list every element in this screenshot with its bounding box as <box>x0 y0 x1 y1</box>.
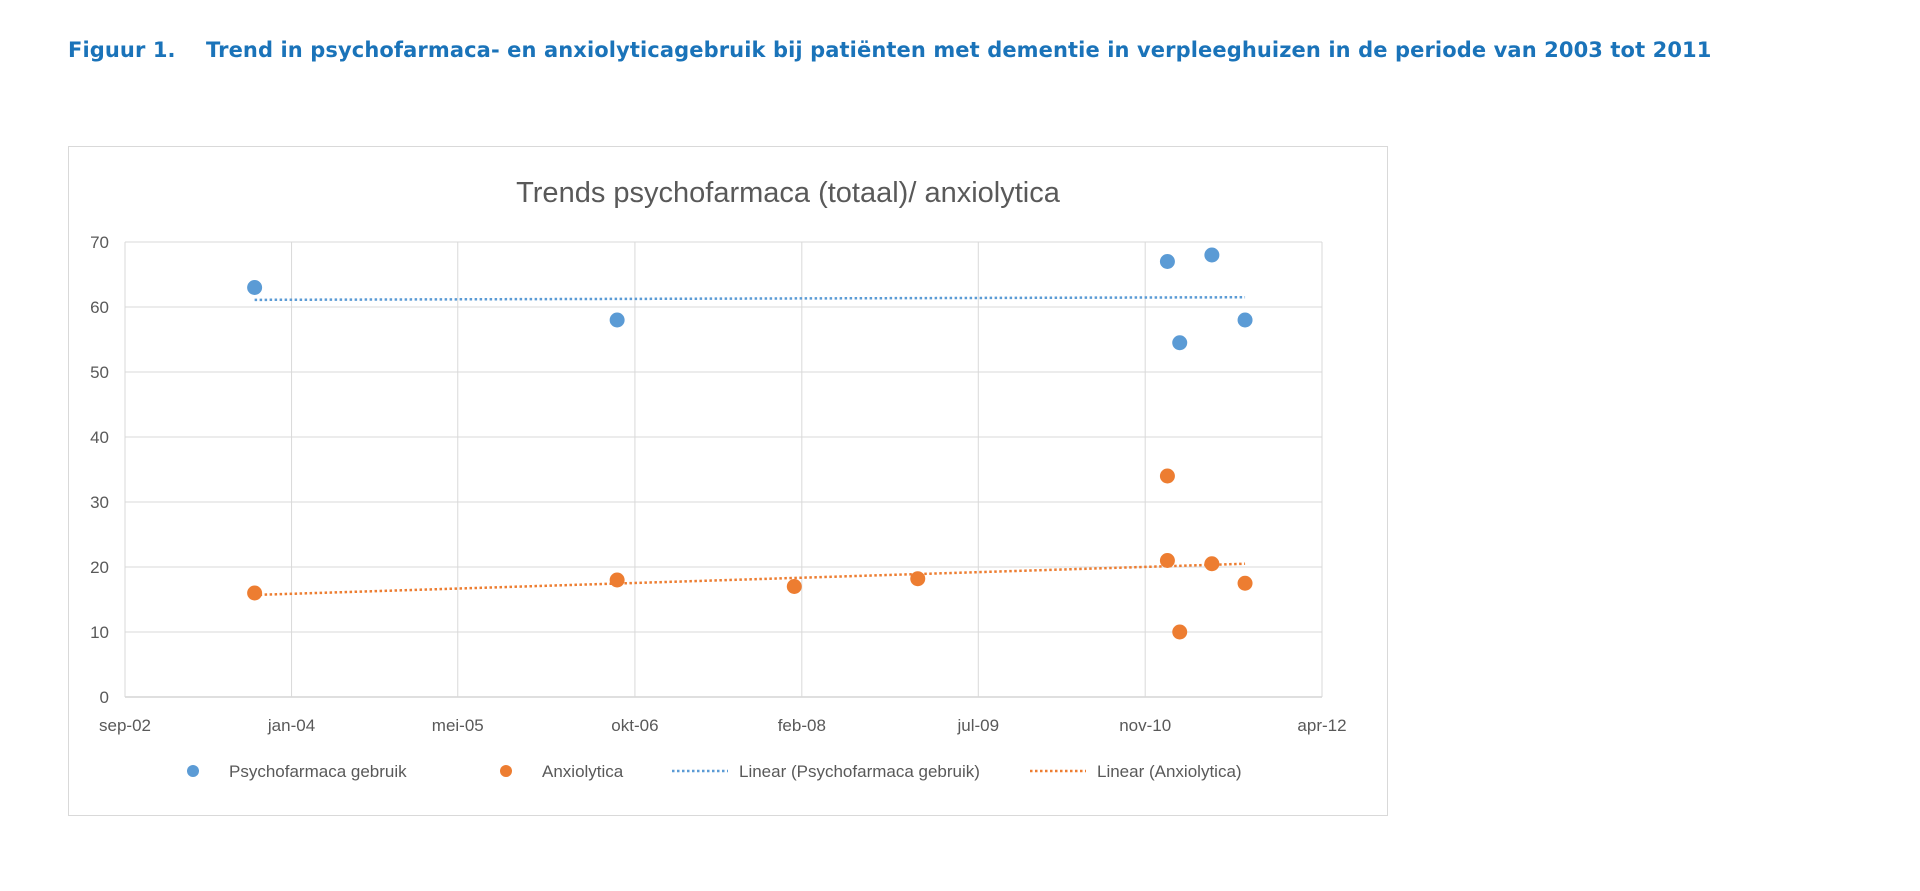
legend-label: Anxiolytica <box>542 762 624 781</box>
y-tick-label: 20 <box>90 558 109 577</box>
data-points <box>247 247 1253 640</box>
anxiolytica-point <box>1172 624 1188 640</box>
x-tick-label: nov-10 <box>1119 716 1171 735</box>
legend-marker <box>187 765 199 777</box>
x-tick-label: jan-04 <box>267 716 315 735</box>
psychofarmaca-point <box>1237 312 1253 328</box>
legend-label: Linear (Psychofarmaca gebruik) <box>739 762 980 781</box>
anxiolytica-point <box>609 572 625 588</box>
gridlines <box>124 241 1323 698</box>
y-tick-label: 50 <box>90 363 109 382</box>
x-tick-label: feb-08 <box>778 716 826 735</box>
y-tick-label: 40 <box>90 428 109 447</box>
psychofarmaca-point <box>1159 254 1175 269</box>
y-tick-label: 10 <box>90 623 109 642</box>
trendline-anxiolytica <box>254 562 1246 597</box>
legend-item: Anxiolytica <box>500 762 624 781</box>
figure-caption: Figuur 1. Trend in psychofarmaca- en anxi… <box>68 38 1712 62</box>
anxiolytica-point <box>1204 556 1220 572</box>
x-tick-label: okt-06 <box>611 716 658 735</box>
legend-marker <box>500 765 512 777</box>
trendlines <box>254 296 1246 597</box>
anxiolytica-point <box>247 585 263 601</box>
y-tick-label: 0 <box>100 688 109 707</box>
scatter-chart: 0 10 20 30 40 50 60 70 sep-02 jan-04 mei-05 okt-06 f… <box>90 177 1346 781</box>
legend-item: Psychofarmaca gebruik <box>187 762 407 781</box>
anxiolytica-point <box>786 579 802 594</box>
x-tick-label: apr-12 <box>1297 716 1346 735</box>
trendline-psychofarmaca <box>254 296 1246 302</box>
y-tick-label: 60 <box>90 298 109 317</box>
tick-labels: 0 10 20 30 40 50 60 70 sep-02 jan-04 mei-05 okt-06 f… <box>90 233 1346 735</box>
legend-item: Linear (Anxiolytica) <box>1030 762 1242 781</box>
anxiolytica-point <box>1237 575 1253 591</box>
figure-label: Figuur 1. <box>68 38 176 62</box>
psychofarmaca-point <box>609 312 625 328</box>
anxiolytica-point <box>1159 553 1175 568</box>
x-tick-label: jul-09 <box>956 716 999 735</box>
chart-title: Trends psychofarmaca (totaal)/ anxiolyti… <box>516 177 1061 209</box>
x-tick-label: sep-02 <box>99 716 151 735</box>
anxiolytica-point <box>910 571 926 587</box>
y-tick-label: 70 <box>90 233 109 252</box>
psychofarmaca-point <box>1204 247 1220 263</box>
legend: Psychofarmaca gebruik Anxiolytica Linear (… <box>187 762 1242 781</box>
legend-label: Linear (Anxiolytica) <box>1097 762 1242 781</box>
chart-frame: 0 10 20 30 40 50 60 70 sep-02 jan-04 mei-05 okt-06 f… <box>68 146 1388 816</box>
anxiolytica-point <box>1159 468 1175 484</box>
psychofarmaca-point <box>247 280 263 295</box>
psychofarmaca-point <box>1172 335 1188 351</box>
y-tick-label: 30 <box>90 493 109 512</box>
legend-label: Psychofarmaca gebruik <box>229 762 407 781</box>
x-tick-label: mei-05 <box>432 716 484 735</box>
figure-caption-text: Trend in psychofarmaca- en anxiolyticage… <box>206 38 1712 62</box>
legend-item: Linear (Psychofarmaca gebruik) <box>672 762 980 781</box>
